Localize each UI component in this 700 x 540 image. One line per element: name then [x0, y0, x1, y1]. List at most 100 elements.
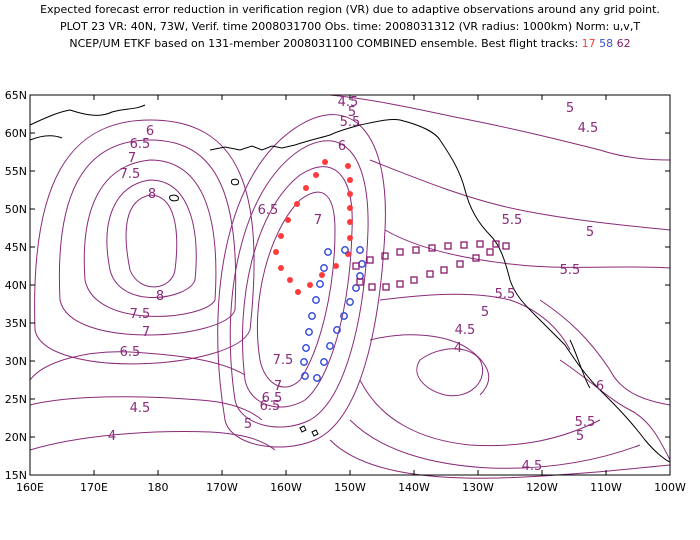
contour-label: 4.5: [522, 459, 543, 474]
lat-label: 65N: [5, 89, 27, 102]
lon-label: 150W: [334, 481, 366, 494]
lon-label: 120W: [526, 481, 558, 494]
lat-label: 30N: [5, 355, 27, 368]
track-58-point: [320, 358, 328, 366]
track-58-point: [356, 272, 364, 280]
contour-label: 7: [274, 379, 282, 394]
contour-label: 6.5: [260, 399, 281, 414]
map-title-line-3: NCEP/UM ETKF based on 131-member 2008031…: [0, 37, 700, 51]
track-17-point: [287, 277, 293, 283]
track-62-point: [381, 252, 389, 260]
track-58-point: [308, 312, 316, 320]
track-62-point: [366, 256, 374, 264]
track-58-point: [313, 374, 321, 382]
track-17-point: [307, 282, 313, 288]
contour-label: 5.5: [495, 287, 516, 302]
contour-label: 5: [348, 105, 356, 120]
lon-label: 170W: [206, 481, 238, 494]
contour-label: 7: [314, 213, 322, 228]
map-title-line-2: PLOT 23 VR: 40N, 73W, Verif. time 200803…: [59, 20, 641, 33]
contour-label: 5: [586, 225, 594, 240]
contour-label: 6: [338, 139, 346, 154]
contour-label: 8: [148, 187, 156, 202]
track-62-point: [396, 248, 404, 256]
track-62-point: [476, 240, 484, 248]
contour-label: 5: [481, 305, 489, 320]
contour-label: 5.5: [560, 263, 581, 278]
lon-label: 180: [148, 481, 169, 494]
contour-label: 6.5: [258, 203, 279, 218]
lat-label: 60N: [5, 127, 27, 140]
contour-label: 7: [128, 151, 136, 166]
track-58-point: [341, 246, 349, 254]
track-62-point: [428, 244, 436, 252]
lat-label: 25N: [5, 393, 27, 406]
track-62-point: [396, 280, 404, 288]
track-17-point: [278, 233, 284, 239]
lon-label: 130W: [462, 481, 494, 494]
title-line-3-text: NCEP/UM ETKF based on 131-member 2008031…: [69, 37, 579, 50]
track-58-point: [356, 246, 364, 254]
track-58-point: [326, 342, 334, 350]
contour-label: 7.5: [120, 167, 141, 182]
contour-label: 7.5: [273, 353, 294, 368]
track-58-point: [352, 284, 360, 292]
track-17-point: [347, 219, 353, 225]
flight-tracks: [273, 159, 510, 382]
track-17-point: [278, 265, 284, 271]
track-62-point: [444, 242, 452, 250]
track-17-point: [285, 217, 291, 223]
lat-label: 35N: [5, 317, 27, 330]
contour-label: 6.5: [120, 345, 141, 360]
contour-label: 8: [156, 289, 164, 304]
track-58-point: [340, 312, 348, 320]
track-17-point: [273, 249, 279, 255]
lat-label: 40N: [5, 279, 27, 292]
track-62-point: [410, 276, 418, 284]
lon-label: 100W: [654, 481, 686, 494]
contour-label: 4.5: [338, 95, 359, 110]
lon-label: 170E: [80, 481, 108, 494]
track-17-label: 17: [581, 37, 596, 50]
contour-label: 4.5: [130, 401, 151, 416]
track-58-point: [346, 298, 354, 306]
contour-label: 4.5: [578, 121, 599, 136]
track-58-point: [333, 326, 341, 334]
contour-label: 4: [454, 341, 462, 356]
track-62-point: [382, 283, 390, 291]
track-62-point: [356, 278, 364, 286]
track-62-point: [460, 241, 468, 249]
contour-label: 5: [566, 101, 574, 116]
track-17-point: [295, 289, 301, 295]
track-58-point: [358, 260, 366, 268]
track-58-point: [302, 344, 310, 352]
contour-label: 6: [146, 124, 154, 139]
track-17-point: [347, 205, 353, 211]
contour-label: 5.5: [502, 213, 523, 228]
contour-lines: [29, 94, 671, 479]
track-62-point: [440, 266, 448, 274]
track-17-point: [347, 235, 353, 241]
lat-label: 20N: [5, 431, 27, 444]
track-17-point: [347, 177, 353, 183]
track-62-point: [352, 262, 360, 270]
lon-label: 160W: [270, 481, 302, 494]
track-58-point: [301, 372, 309, 380]
lon-label: 110W: [590, 481, 622, 494]
track-17-point: [333, 263, 339, 269]
lat-label: 50N: [5, 203, 27, 216]
track-58-point: [312, 296, 320, 304]
contour-label: 6: [596, 379, 604, 394]
contour-label: 7: [142, 325, 150, 340]
track-17-point: [303, 185, 309, 191]
contour-label: 7.5: [130, 307, 151, 322]
track-62-point: [486, 248, 494, 256]
track-17-point: [345, 163, 351, 169]
contour-label: 5.5: [575, 415, 596, 430]
contour-label: 6.5: [130, 137, 151, 152]
track-62-point: [426, 270, 434, 278]
track-58-label: 58: [599, 37, 614, 50]
contour-label: 6.5: [262, 391, 283, 406]
